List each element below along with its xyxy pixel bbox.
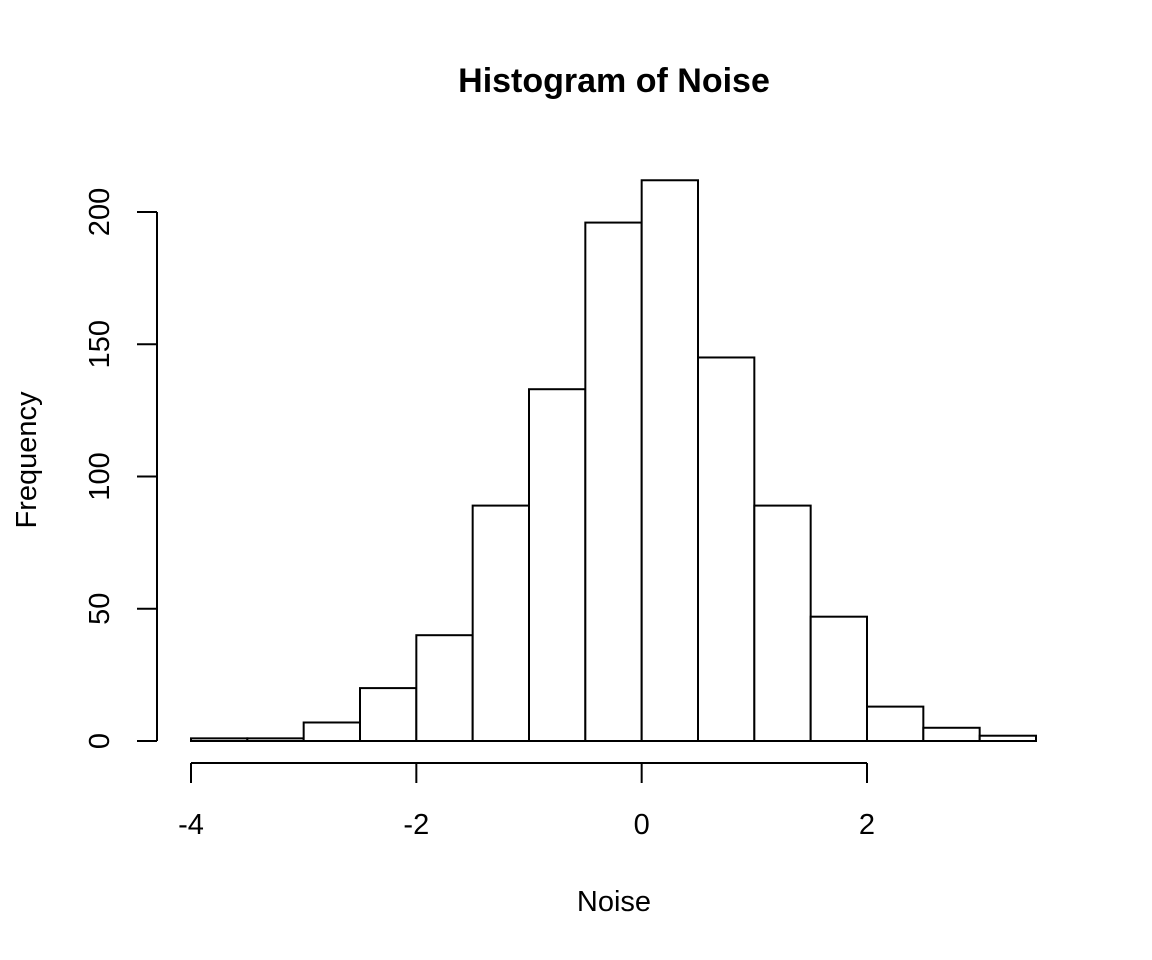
histogram-bar (302, 721, 361, 742)
histogram-bar (246, 737, 305, 742)
histogram-bar (640, 179, 700, 742)
y-tick-label: 50 (84, 593, 116, 625)
x-tick-label: -2 (403, 809, 429, 841)
x-tick-label: 0 (634, 809, 650, 841)
y-tick-label: 100 (84, 452, 116, 500)
histogram-bar (753, 504, 812, 742)
y-axis-label: Frequency (11, 391, 43, 529)
y-axis: 0 50 100 150 200 (84, 188, 158, 749)
x-tick-label: 2 (859, 809, 875, 841)
histogram-bar (528, 388, 587, 742)
histogram-bar (866, 705, 925, 742)
histogram-bar (584, 221, 643, 742)
x-axis: -4 -2 0 2 (178, 762, 875, 841)
y-tick-label: 150 (84, 320, 116, 368)
histogram-bar (922, 726, 981, 743)
histogram-bar (359, 687, 418, 742)
y-tick-label: 0 (84, 733, 116, 749)
histogram-bar (809, 615, 869, 742)
chart-title: Histogram of Noise (458, 62, 770, 100)
histogram-bar (978, 734, 1038, 743)
histogram-bar (415, 634, 474, 743)
histogram-bars (190, 179, 1038, 743)
histogram-bar (697, 356, 756, 742)
y-tick-label: 200 (84, 188, 116, 236)
x-axis-label: Noise (577, 886, 651, 918)
histogram-bar (471, 504, 530, 742)
histogram-bar (190, 737, 249, 742)
x-tick-label: -4 (178, 809, 204, 841)
